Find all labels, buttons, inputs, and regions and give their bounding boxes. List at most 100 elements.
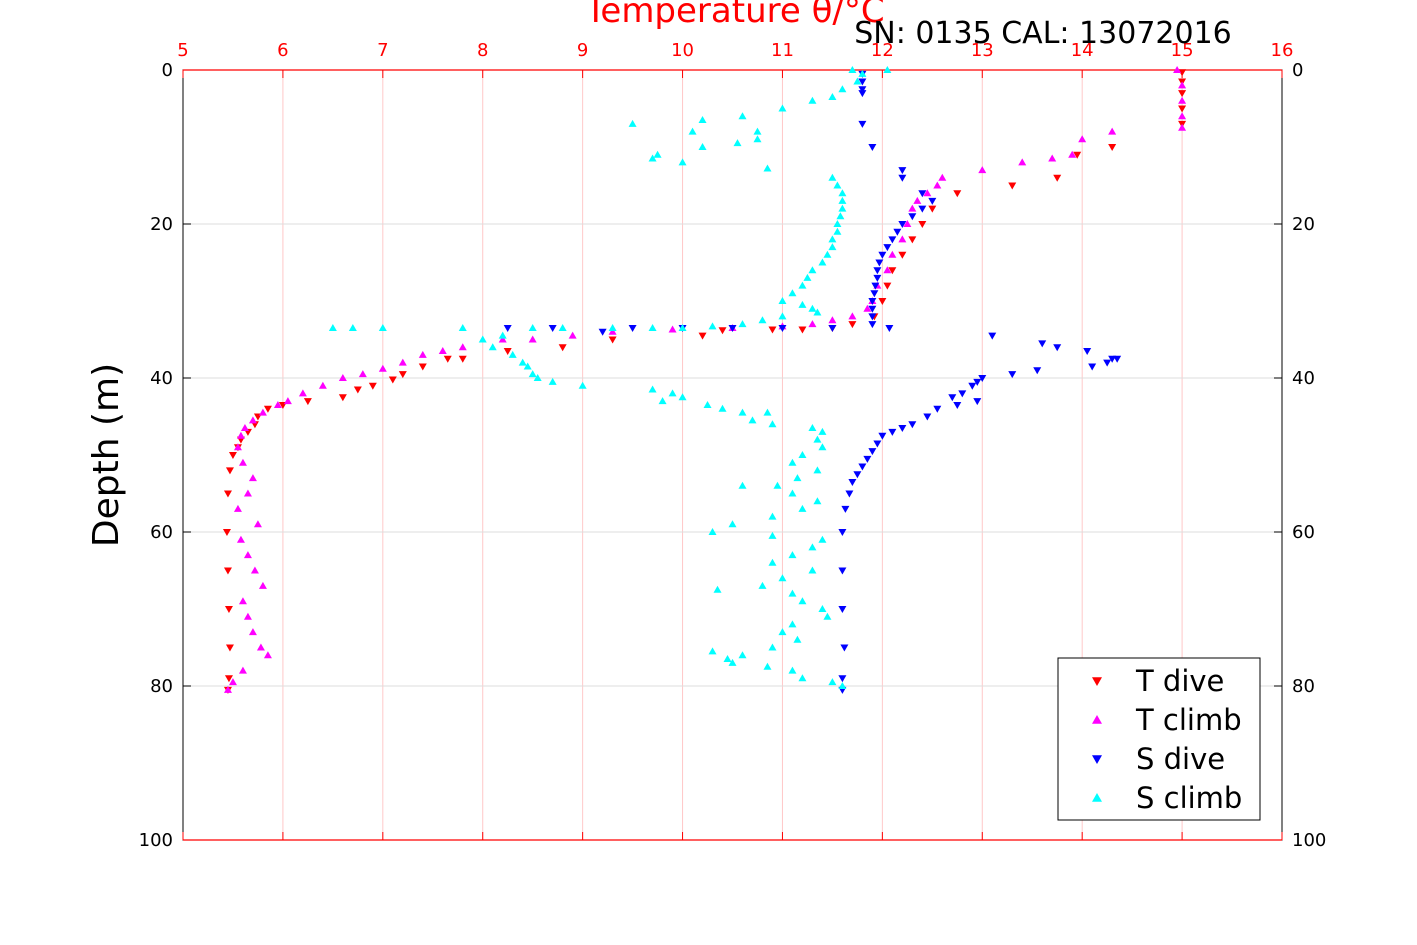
point-t-climb bbox=[248, 416, 257, 424]
point-s-climb bbox=[808, 566, 817, 574]
point-t-climb bbox=[883, 266, 892, 274]
point-t-climb bbox=[243, 551, 252, 559]
point-s-climb bbox=[833, 181, 842, 189]
point-t-dive bbox=[443, 355, 452, 363]
point-s-dive bbox=[898, 167, 907, 175]
point-s-climb bbox=[778, 297, 787, 304]
point-s-climb bbox=[813, 497, 822, 505]
point-s-climb bbox=[768, 512, 777, 520]
point-t-climb bbox=[1178, 112, 1187, 120]
point-t-dive bbox=[368, 382, 377, 390]
point-t-climb bbox=[888, 250, 897, 258]
point-s-climb bbox=[823, 612, 832, 620]
point-s-climb bbox=[688, 127, 697, 135]
point-s-dive bbox=[503, 324, 512, 332]
point-t-climb bbox=[238, 597, 247, 605]
point-s-climb bbox=[763, 164, 772, 172]
point-t-climb bbox=[1178, 81, 1187, 89]
point-s-climb bbox=[608, 323, 617, 331]
point-t-dive bbox=[223, 490, 232, 498]
point-t-dive bbox=[608, 336, 617, 344]
point-s-dive bbox=[868, 321, 877, 329]
data-marks bbox=[222, 66, 1187, 694]
point-s-dive bbox=[953, 401, 962, 409]
point-s-climb bbox=[578, 381, 587, 389]
legend-marker-t-climb bbox=[1092, 715, 1102, 724]
legend-marker-s-dive bbox=[1092, 755, 1102, 764]
point-s-dive bbox=[873, 267, 882, 275]
point-s-dive bbox=[918, 190, 927, 198]
point-s-climb bbox=[798, 674, 807, 682]
point-s-climb bbox=[858, 69, 867, 77]
y-tick-label-left: 100 bbox=[139, 830, 173, 851]
point-s-climb bbox=[788, 666, 797, 674]
legend: T dive T climb S dive S climb bbox=[1057, 657, 1261, 821]
point-s-climb bbox=[788, 289, 797, 297]
point-s-climb bbox=[528, 323, 537, 331]
y-tick-label-right: 60 bbox=[1292, 522, 1315, 543]
point-t-dive bbox=[338, 394, 347, 402]
point-t-dive bbox=[388, 376, 397, 384]
point-s-climb bbox=[778, 574, 787, 582]
point-s-climb bbox=[798, 300, 807, 308]
point-s-climb bbox=[703, 400, 712, 408]
point-t-climb bbox=[236, 535, 245, 543]
point-s-climb bbox=[478, 335, 487, 343]
point-t-climb bbox=[250, 566, 259, 574]
point-s-climb bbox=[658, 397, 667, 405]
point-s-dive bbox=[853, 471, 862, 479]
point-s-dive bbox=[1053, 344, 1062, 352]
point-t-climb bbox=[248, 474, 257, 482]
point-t-dive bbox=[228, 452, 237, 459]
legend-label-t-climb: T climb bbox=[1135, 703, 1242, 737]
point-s-dive bbox=[868, 144, 877, 151]
point-s-climb bbox=[798, 281, 807, 289]
legend-label-s-climb: S climb bbox=[1136, 781, 1242, 815]
point-s-dive bbox=[628, 324, 637, 332]
point-t-dive bbox=[1178, 90, 1187, 98]
point-s-climb bbox=[788, 458, 797, 466]
point-s-climb bbox=[823, 250, 832, 258]
point-s-climb bbox=[818, 258, 827, 266]
point-s-dive bbox=[878, 432, 887, 440]
point-s-dive bbox=[873, 440, 882, 448]
point-t-dive bbox=[1008, 182, 1017, 190]
point-s-climb bbox=[813, 435, 822, 443]
y-tick-label-left: 40 bbox=[150, 368, 173, 389]
point-t-climb bbox=[236, 431, 245, 439]
point-t-climb bbox=[498, 335, 507, 343]
point-t-dive bbox=[883, 282, 892, 290]
point-s-climb bbox=[678, 158, 687, 166]
point-s-climb bbox=[728, 658, 737, 666]
chart-title: Temperature θ/°C bbox=[584, 0, 884, 31]
point-s-climb bbox=[738, 481, 747, 489]
point-s-dive bbox=[968, 382, 977, 390]
point-t-climb bbox=[263, 651, 272, 659]
point-s-climb bbox=[728, 520, 737, 528]
point-s-dive bbox=[883, 244, 892, 252]
point-s-climb bbox=[813, 466, 822, 474]
point-s-climb bbox=[848, 66, 857, 73]
point-t-dive bbox=[263, 405, 272, 413]
y-tick-label-left: 80 bbox=[150, 676, 173, 697]
point-s-climb bbox=[828, 235, 837, 243]
point-t-dive bbox=[908, 236, 917, 244]
point-s-climb bbox=[698, 143, 707, 150]
point-s-dive bbox=[873, 274, 882, 282]
point-s-climb bbox=[458, 323, 467, 331]
point-t-dive bbox=[898, 251, 907, 259]
point-s-climb bbox=[708, 322, 717, 330]
point-t-climb bbox=[223, 685, 232, 693]
point-s-climb bbox=[808, 96, 817, 104]
point-s-climb bbox=[528, 370, 537, 378]
point-s-climb bbox=[738, 112, 747, 120]
point-s-climb bbox=[833, 220, 842, 227]
y-tick-label-right: 0 bbox=[1292, 60, 1303, 81]
point-s-dive bbox=[728, 324, 737, 332]
point-t-climb bbox=[608, 327, 617, 335]
point-s-climb bbox=[668, 389, 677, 397]
point-s-dive bbox=[848, 478, 857, 486]
point-t-climb bbox=[273, 400, 282, 408]
point-s-climb bbox=[798, 451, 807, 458]
point-s-climb bbox=[718, 404, 727, 412]
